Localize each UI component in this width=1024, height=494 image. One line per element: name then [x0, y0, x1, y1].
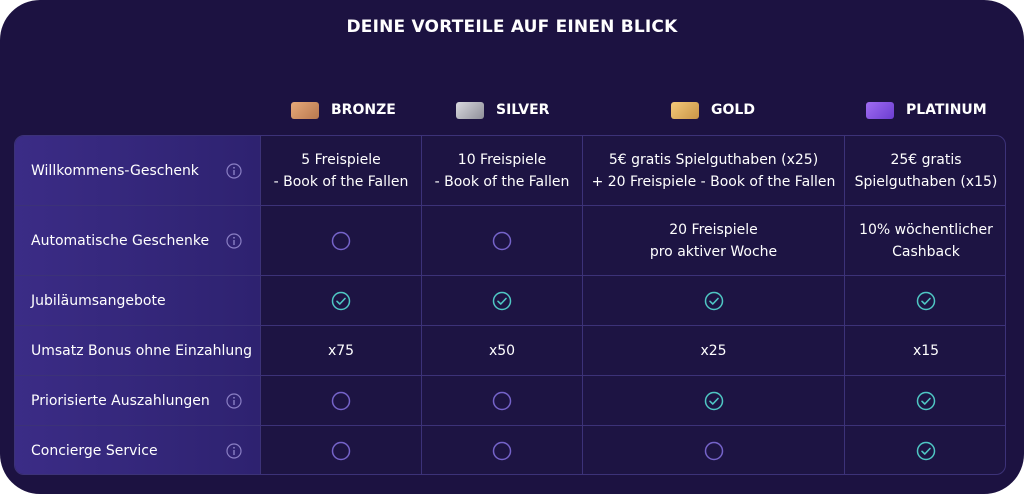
table-row: Automatische Geschenke 20 Freispiele pro … [15, 206, 1005, 276]
row-label: Automatische Geschenke [15, 206, 260, 275]
table-row: Concierge Service [15, 426, 1005, 474]
tier-header-platinum: PLATINUM [866, 100, 987, 120]
cell-gold: 20 Freispiele pro aktiver Woche [582, 206, 844, 275]
row-label-text: Willkommens-Geschenk [31, 162, 199, 179]
cell-platinum [844, 376, 1005, 425]
row-label: Priorisierte Auszahlungen [15, 376, 260, 425]
cell-bronze [260, 276, 421, 325]
empty-circle-icon [331, 231, 351, 250]
table-row: Jubiläumsangebote [15, 276, 1005, 326]
cell-silver [421, 276, 582, 325]
row-label: Willkommens-Geschenk [15, 136, 260, 205]
cell-gold [582, 276, 844, 325]
cell-platinum [844, 276, 1005, 325]
cell-text: 5€ gratis Spielguthaben (x25) + 20 Freis… [591, 151, 836, 190]
tier-header-bronze: BRONZE [291, 100, 396, 120]
row-label-text: Priorisierte Auszahlungen [31, 392, 210, 409]
info-icon[interactable] [226, 392, 242, 409]
cell-platinum: 25€ gratis Spielguthaben (x15) [844, 136, 1005, 205]
page-title: DEINE VORTEILE AUF EINEN BLICK [346, 17, 678, 37]
table-row: Priorisierte Auszahlungen [15, 376, 1005, 426]
cell-text: 20 Freispiele pro aktiver Woche [649, 221, 778, 260]
row-label-text: Concierge Service [31, 443, 158, 459]
cell-text: x75 [327, 342, 355, 359]
check-icon [916, 391, 936, 410]
gold-badge-icon [671, 101, 699, 119]
cell-bronze: x75 [260, 326, 421, 375]
table-row: Willkommens-Geschenk 5 Freispiele - Book … [15, 136, 1005, 206]
row-label: Umsatz Bonus ohne Einzahlung [15, 326, 260, 375]
cell-bronze: 5 Freispiele - Book of the Fallen [260, 136, 421, 205]
check-icon [916, 441, 936, 461]
empty-circle-icon [704, 441, 723, 461]
empty-circle-icon [331, 441, 351, 461]
silver-badge-icon [456, 101, 484, 119]
cell-silver [421, 426, 582, 474]
cell-silver: x50 [421, 326, 582, 375]
row-label: Jubiläumsangebote [15, 276, 260, 325]
info-icon[interactable] [226, 443, 242, 459]
cell-text: 25€ gratis Spielguthaben (x15) [854, 151, 998, 190]
row-label-text: Jubiläumsangebote [31, 292, 166, 309]
tier-name: BRONZE [331, 102, 396, 118]
label-column [15, 136, 260, 474]
cell-bronze [260, 206, 421, 275]
empty-circle-icon [492, 391, 512, 410]
tier-header-gold: GOLD [671, 100, 755, 120]
cell-text: 5 Freispiele - Book of the Fallen [273, 151, 409, 190]
cell-platinum: x15 [844, 326, 1005, 375]
cell-gold [582, 376, 844, 425]
row-label-text: Automatische Geschenke [31, 232, 210, 249]
table-row: Umsatz Bonus ohne Einzahlung x75 x50 x25 x15 [15, 326, 1005, 376]
cell-text: x15 [912, 342, 940, 359]
check-icon [916, 291, 936, 310]
cell-bronze [260, 426, 421, 474]
cell-gold: 5€ gratis Spielguthaben (x25) + 20 Freis… [582, 136, 844, 205]
empty-circle-icon [331, 391, 351, 410]
cell-silver [421, 206, 582, 275]
benefits-table: Willkommens-Geschenk 5 Freispiele - Book … [14, 135, 1006, 475]
cell-platinum: 10% wöchentlicher Cashback [844, 206, 1005, 275]
cell-text: x50 [488, 342, 516, 359]
info-icon[interactable] [226, 232, 242, 249]
cell-text: 10 Freispiele - Book of the Fallen [434, 151, 570, 190]
row-label-text: Umsatz Bonus ohne Einzahlung [31, 342, 253, 359]
cell-text: x25 [700, 342, 727, 359]
info-icon[interactable] [226, 162, 242, 179]
check-icon [492, 291, 512, 310]
cell-bronze [260, 376, 421, 425]
cell-gold [582, 426, 844, 474]
platinum-badge-icon [866, 101, 894, 119]
tier-name: GOLD [711, 102, 755, 118]
cell-silver: 10 Freispiele - Book of the Fallen [421, 136, 582, 205]
tier-name: SILVER [496, 102, 550, 118]
check-icon [704, 291, 723, 310]
tier-header-silver: SILVER [456, 100, 549, 120]
cell-platinum [844, 426, 1005, 474]
check-icon [704, 391, 723, 410]
cell-text: 10% wöchentlicher Cashback [859, 221, 993, 260]
empty-circle-icon [492, 441, 512, 461]
cell-silver [421, 376, 582, 425]
check-icon [331, 291, 351, 310]
row-label: Concierge Service [15, 426, 260, 474]
empty-circle-icon [492, 231, 512, 250]
tier-name: PLATINUM [906, 102, 987, 118]
bronze-badge-icon [291, 101, 319, 119]
cell-gold: x25 [582, 326, 844, 375]
